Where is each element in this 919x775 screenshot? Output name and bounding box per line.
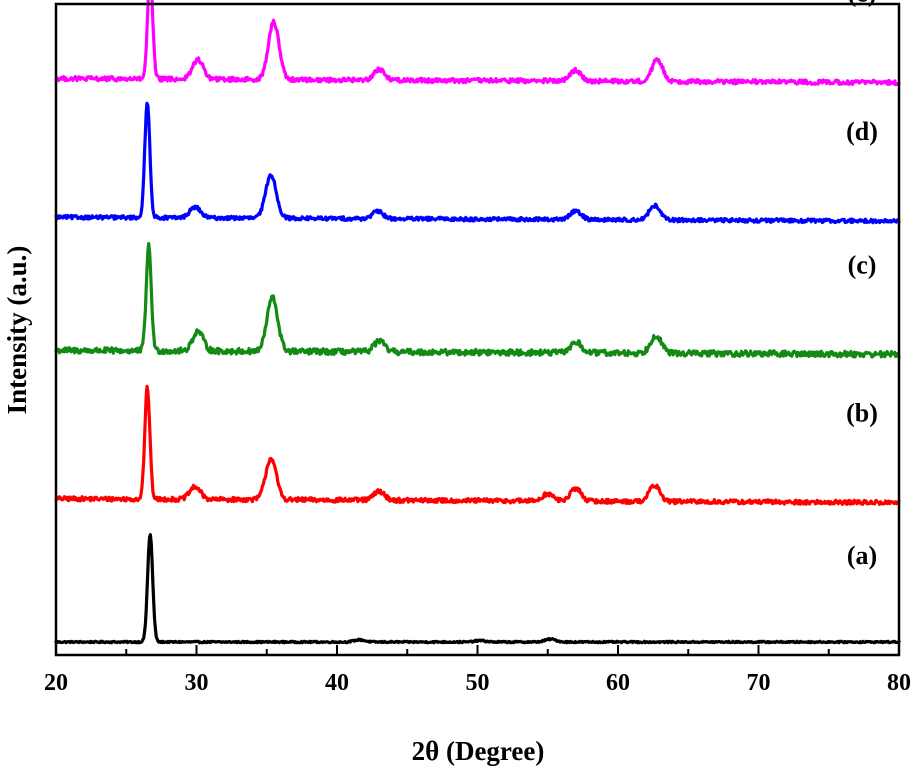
series-label-b: (b) [846, 399, 878, 428]
series-label-d: (d) [846, 117, 878, 146]
x-tick-label: 70 [747, 670, 771, 696]
series-traces [54, 0, 901, 645]
series-line-c [54, 242, 901, 359]
series-line-b [54, 384, 901, 506]
series-labels: (a) (b) (c) (d) (e) [846, 0, 878, 570]
x-tick-label: 50 [466, 670, 490, 696]
x-tick-label: 40 [325, 670, 349, 696]
x-axis-title: 2θ (Degree) [412, 736, 545, 766]
series-label-e: (e) [848, 0, 877, 8]
x-tick-label: 60 [606, 670, 630, 696]
x-axis-tick-labels: 20 30 40 50 60 70 80 [44, 670, 911, 696]
x-tick-label: 80 [887, 670, 911, 696]
x-axis-ticks [55, 645, 900, 655]
series-line-a [54, 533, 901, 645]
y-axis-title: Intensity (a.u.) [2, 246, 32, 415]
plot-frame [54, 2, 901, 657]
series-label-a: (a) [847, 541, 877, 570]
series-line-d [54, 101, 901, 225]
series-line-e [54, 0, 901, 87]
x-tick-label: 30 [185, 670, 209, 696]
series-label-c: (c) [848, 250, 877, 279]
x-tick-label: 20 [44, 670, 68, 696]
